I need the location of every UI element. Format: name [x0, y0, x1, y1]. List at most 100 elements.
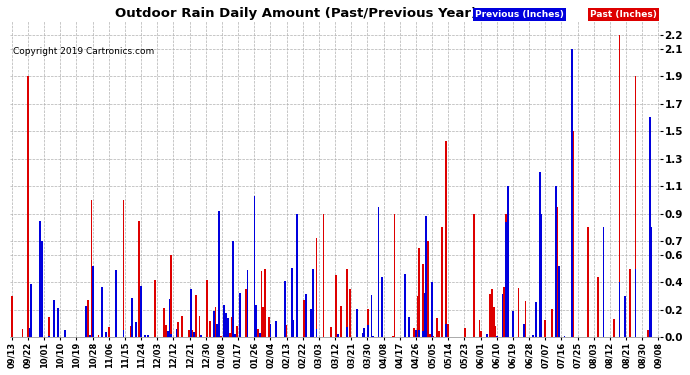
Bar	[268, 317, 270, 338]
Bar	[293, 320, 295, 338]
Bar	[473, 214, 475, 338]
Bar	[602, 255, 604, 338]
Bar	[489, 294, 491, 338]
Bar	[21, 329, 23, 338]
Bar	[484, 337, 486, 338]
Bar	[436, 318, 438, 338]
Bar	[438, 331, 440, 338]
Bar	[155, 280, 156, 338]
Bar	[558, 266, 560, 338]
Bar	[261, 271, 262, 338]
Bar	[286, 325, 287, 338]
Bar	[357, 309, 358, 338]
Bar	[201, 334, 202, 338]
Bar	[176, 329, 177, 338]
Bar	[330, 327, 332, 338]
Bar	[234, 333, 236, 338]
Bar	[404, 274, 406, 338]
Bar	[381, 299, 383, 338]
Bar	[315, 238, 317, 338]
Bar	[140, 286, 142, 338]
Bar	[346, 327, 348, 338]
Bar	[290, 268, 293, 338]
Bar	[495, 326, 496, 338]
Bar	[505, 222, 507, 338]
Bar	[275, 332, 277, 338]
Bar	[259, 333, 261, 338]
Bar	[340, 306, 342, 338]
Bar	[408, 317, 410, 338]
Bar	[115, 270, 117, 338]
Bar	[418, 248, 420, 338]
Bar	[188, 330, 190, 338]
Bar	[598, 277, 599, 338]
Bar	[92, 266, 94, 338]
Bar	[541, 214, 542, 338]
Bar	[305, 294, 307, 338]
Bar	[505, 214, 507, 338]
Bar	[349, 289, 351, 338]
Bar	[422, 264, 424, 338]
Bar	[48, 317, 50, 338]
Bar	[571, 49, 573, 338]
Bar	[426, 216, 427, 338]
Bar	[507, 186, 509, 338]
Bar	[393, 214, 395, 338]
Bar	[270, 324, 271, 338]
Bar	[371, 296, 373, 338]
Bar	[245, 288, 246, 338]
Bar	[524, 301, 526, 338]
Bar	[57, 308, 59, 338]
Bar	[53, 300, 55, 338]
Bar	[629, 269, 631, 338]
Bar	[254, 196, 255, 338]
Bar	[315, 329, 317, 338]
Bar	[493, 306, 495, 338]
Bar	[367, 325, 368, 338]
Bar	[167, 331, 168, 338]
Bar	[257, 328, 259, 338]
Bar	[586, 227, 589, 338]
Bar	[651, 227, 652, 338]
Bar	[613, 319, 615, 338]
Bar	[28, 328, 30, 338]
Bar	[11, 296, 12, 338]
Text: Past (Inches): Past (Inches)	[590, 10, 657, 19]
Bar	[165, 325, 167, 338]
Bar	[502, 294, 504, 338]
Bar	[264, 268, 266, 338]
Bar	[512, 318, 514, 338]
Bar	[422, 331, 424, 338]
Bar	[431, 333, 433, 338]
Bar	[170, 255, 172, 338]
Bar	[123, 330, 124, 338]
Bar	[90, 200, 92, 338]
Bar	[215, 308, 217, 338]
Bar	[199, 316, 201, 338]
Bar	[408, 330, 410, 338]
Bar	[105, 332, 106, 338]
Bar	[573, 131, 574, 338]
Bar	[229, 333, 230, 338]
Bar	[41, 241, 43, 338]
Bar	[564, 336, 566, 338]
Bar	[296, 214, 298, 338]
Bar	[30, 284, 32, 338]
Bar	[144, 335, 146, 338]
Bar	[284, 282, 286, 338]
Bar	[507, 316, 509, 338]
Bar	[337, 334, 339, 338]
Bar	[557, 207, 558, 338]
Bar	[213, 310, 215, 338]
Bar	[512, 310, 514, 338]
Title: Outdoor Rain Daily Amount (Past/Previous Year) 20190913: Outdoor Rain Daily Amount (Past/Previous…	[115, 7, 555, 20]
Bar	[192, 330, 193, 338]
Bar	[275, 321, 277, 338]
Bar	[544, 320, 546, 338]
Bar	[303, 300, 305, 338]
Bar	[377, 315, 380, 338]
Bar	[491, 289, 493, 338]
Bar	[523, 324, 524, 338]
Bar	[206, 280, 208, 338]
Bar	[504, 287, 505, 338]
